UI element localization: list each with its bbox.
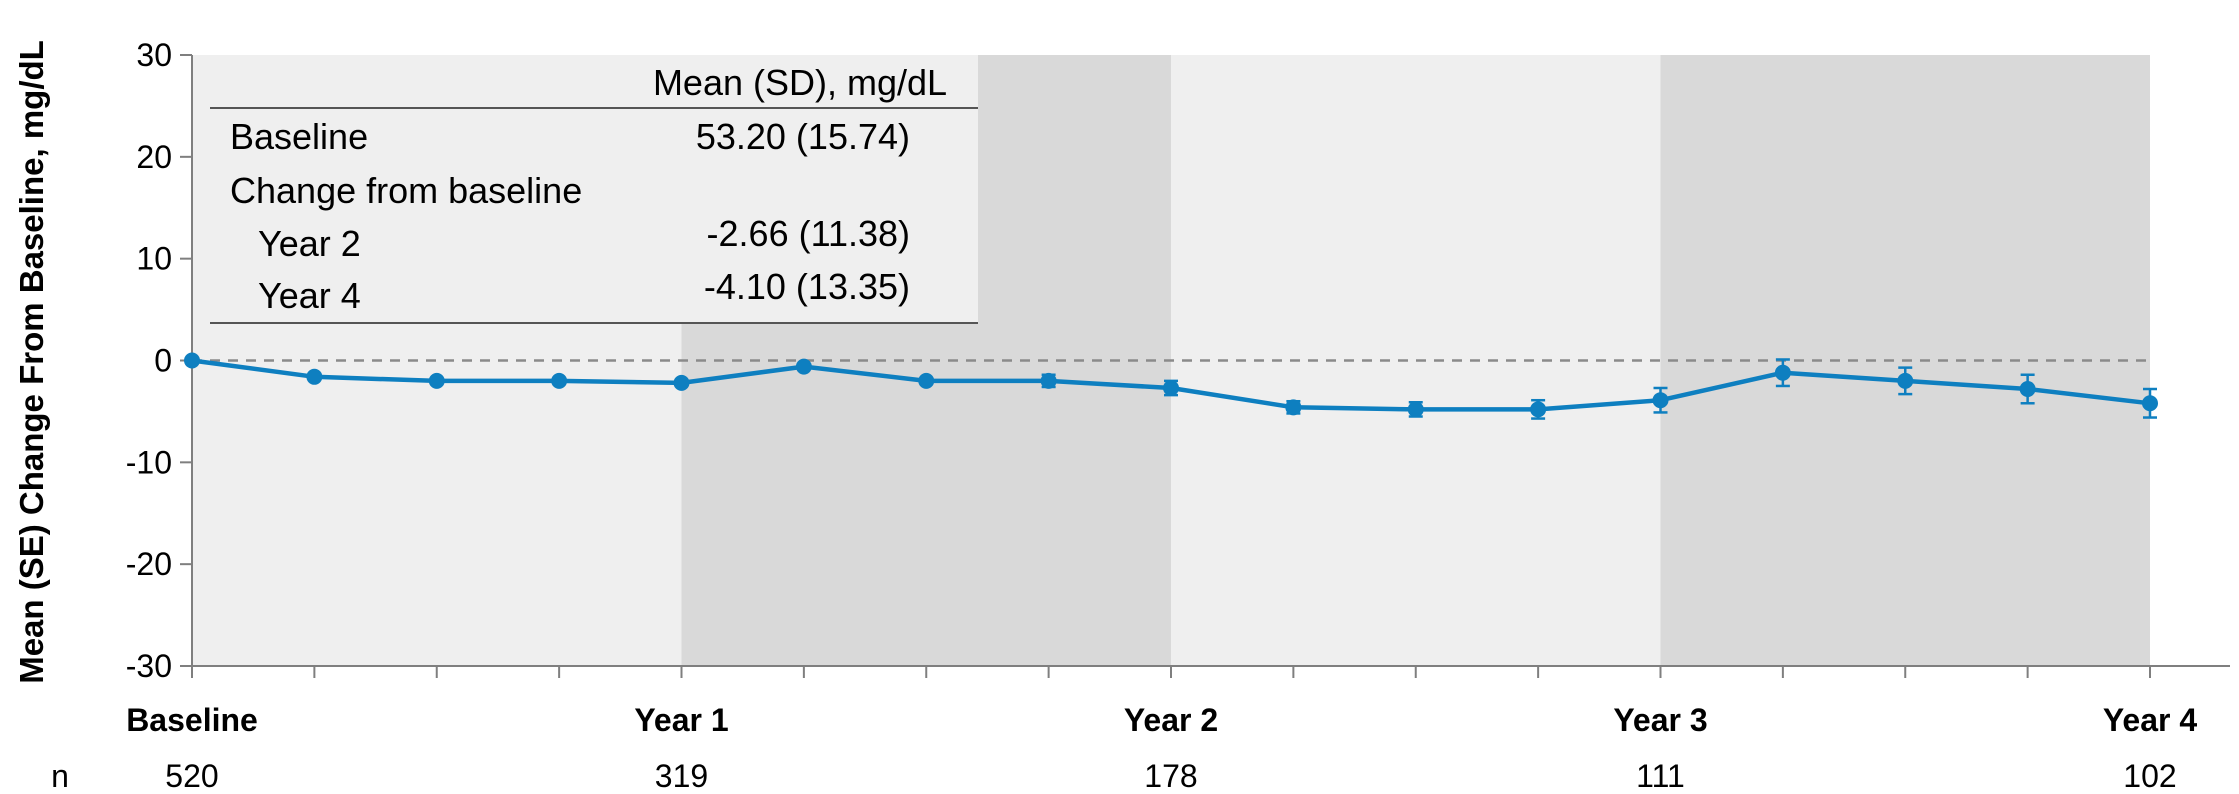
data-point (918, 372, 935, 389)
data-point (1897, 372, 1914, 389)
inset-table: Mean (SD), mg/dL Baseline 53.20 (15.74) Cha… (210, 55, 978, 324)
inset-table-row-label: Year 4 (258, 275, 361, 316)
y-tick-label: 30 (136, 37, 172, 73)
data-point (184, 352, 200, 369)
y-tick-label: -10 (126, 444, 172, 480)
inset-table-row-value: 53.20 (15.74) (696, 116, 910, 157)
y-axis-title: Mean (SE) Change From Baseline, mg/dL (13, 40, 50, 684)
y-tick-label: -30 (126, 648, 172, 684)
data-point (2142, 395, 2158, 412)
inset-table-row-label: Year 2 (258, 223, 361, 264)
data-point (1530, 401, 1547, 418)
data-point (306, 368, 323, 385)
series-layer (184, 352, 2158, 420)
y-tick-label: 20 (136, 139, 172, 175)
x-category-label: Year 2 (1124, 702, 1218, 738)
y-tick-label: 10 (136, 241, 172, 277)
data-point (551, 372, 568, 389)
inset-table-row-value: -4.10 (13.35) (704, 266, 910, 307)
inset-table-header: Mean (SD), mg/dL (653, 62, 947, 103)
inset-table-background (210, 55, 978, 323)
n-value-label: 520 (165, 758, 218, 794)
data-point (1163, 379, 1179, 396)
data-point (1040, 372, 1057, 389)
x-category-label: Year 3 (1613, 702, 1707, 738)
y-tick-label: 0 (154, 343, 172, 379)
data-point (1285, 399, 1302, 416)
data-point (2019, 381, 2036, 398)
n-value-label: 111 (1636, 758, 1685, 794)
data-point (673, 374, 690, 391)
x-category-label: Year 4 (2103, 702, 2198, 738)
y-tick-label: -20 (126, 546, 172, 582)
x-category-label: Baseline (126, 702, 258, 738)
n-row-label: n (51, 758, 69, 794)
data-point (1407, 401, 1424, 418)
labels-layer: Baseline Year 1 Year 2 Year 3 Year 4 n 520 319 1… (13, 40, 2197, 794)
data-point (795, 358, 812, 375)
inset-table-row-value: -2.66 (11.38) (707, 213, 910, 254)
n-value-label: 178 (1144, 758, 1197, 794)
data-point (428, 372, 445, 389)
data-point (1652, 392, 1669, 409)
n-value-label: 102 (2123, 758, 2176, 794)
n-value-label: 319 (655, 758, 708, 794)
data-point (1774, 364, 1791, 381)
inset-table-row-label: Baseline (230, 116, 368, 157)
x-category-label: Year 1 (634, 702, 728, 738)
inset-table-row-label: Change from baseline (230, 170, 582, 211)
